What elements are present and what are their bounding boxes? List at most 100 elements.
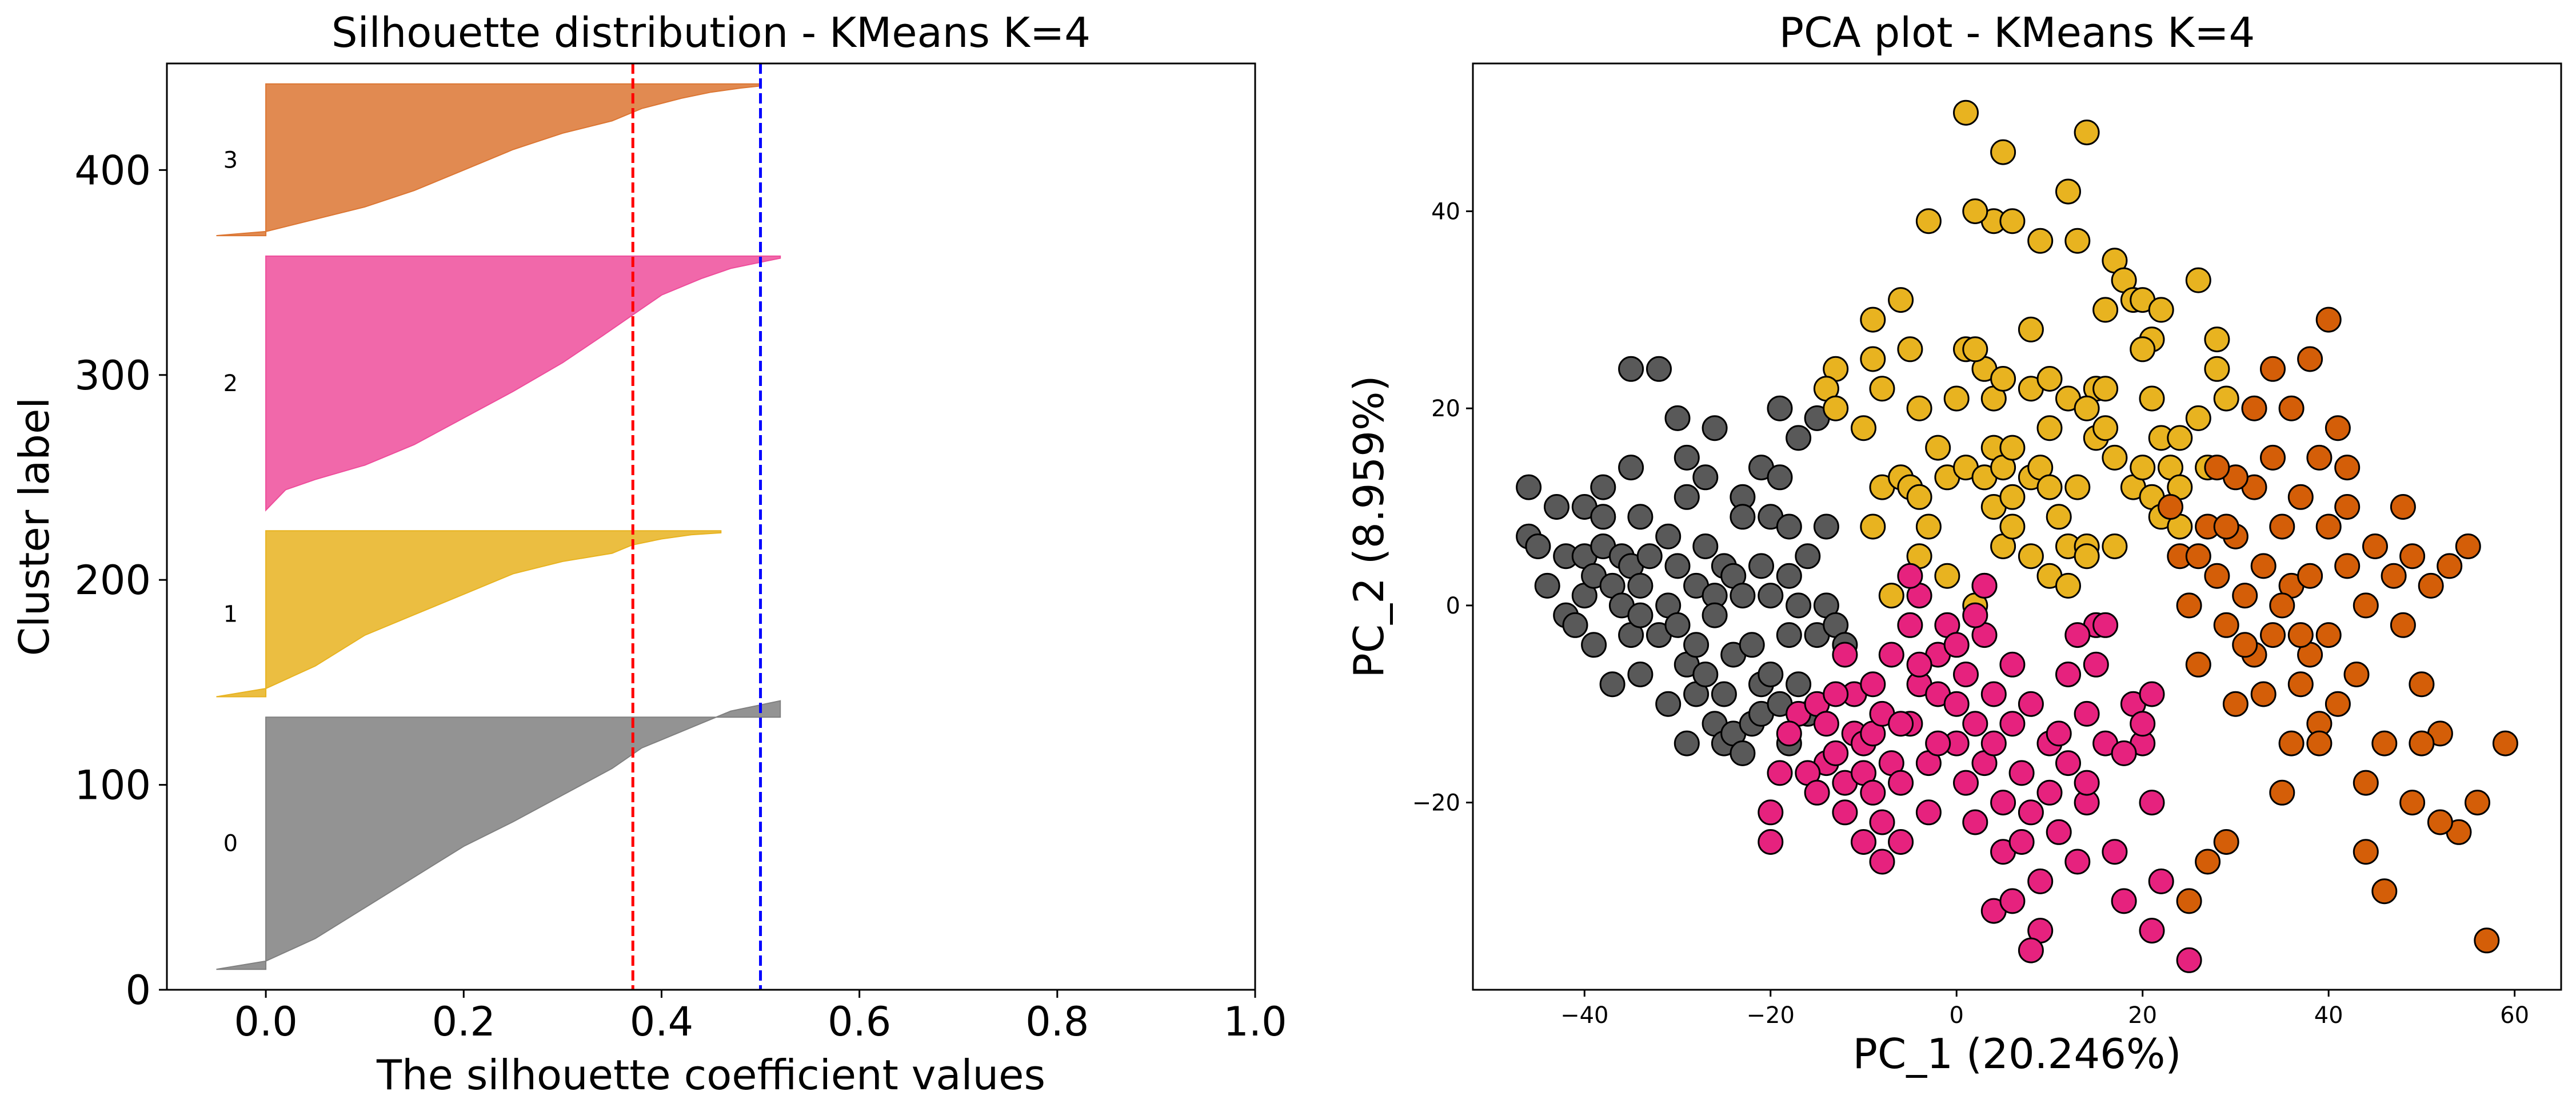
pca-point-cluster-2 (1888, 770, 1914, 796)
pca-panel: −40 −20 0 20 40 60 −20 0 20 40 PCA plot - KMeans… (1345, 9, 2562, 1078)
pca-point-cluster-2 (1832, 799, 1858, 826)
pca-point-cluster-1 (2185, 267, 2211, 293)
pca-point-cluster-3 (2492, 730, 2518, 756)
pca-point-cluster-1 (2018, 316, 2044, 343)
pca-point-cluster-3 (2306, 730, 2333, 756)
pca-point-cluster-2 (2027, 868, 2054, 894)
pca-point-cluster-2 (1869, 849, 1895, 875)
pca-point-cluster-2 (2083, 651, 2109, 678)
silhouette-y-ticks: 0 100 200 300 400 (74, 147, 167, 1014)
pca-point-cluster-2 (1804, 779, 1830, 806)
pca-point-cluster-2 (1878, 642, 1904, 668)
pca-point-cluster-0 (1683, 632, 1710, 658)
pca-point-cluster-0 (1646, 356, 1672, 382)
pca-x-tick-label: −40 (1560, 1002, 1608, 1029)
pca-point-cluster-1 (1962, 198, 1988, 224)
pca-point-cluster-0 (1544, 494, 1569, 520)
pca-point-cluster-1 (2148, 297, 2174, 323)
pca-point-cluster-2 (1832, 642, 1858, 668)
silhouette-axes-frame (166, 62, 1256, 991)
pca-point-cluster-1 (1999, 208, 2026, 234)
pca-point-cluster-1 (1897, 336, 1923, 363)
pca-point-cluster-3 (2306, 444, 2333, 471)
pca-point-cluster-0 (1786, 671, 1812, 698)
pca-point-cluster-3 (2241, 395, 2267, 421)
pca-point-cluster-3 (2325, 691, 2351, 717)
pca-point-cluster-1 (1860, 513, 1886, 540)
pca-point-cluster-1 (2130, 336, 2156, 363)
pca-point-cluster-1 (1953, 99, 1979, 126)
pca-point-cluster-2 (1962, 809, 1988, 835)
pca-point-cluster-0 (1674, 730, 1700, 756)
pca-point-cluster-0 (1627, 504, 1654, 530)
pca-point-cluster-0 (1664, 612, 1691, 638)
pca-point-cluster-0 (1692, 662, 1719, 687)
pca-point-cluster-1 (1915, 208, 1942, 234)
silhouette-cluster-label-2: 2 (223, 371, 238, 397)
pca-point-cluster-2 (1943, 691, 1970, 717)
pca-point-cluster-2 (2046, 819, 2072, 845)
pca-point-cluster-1 (2046, 504, 2072, 530)
pca-point-cluster-2 (1906, 651, 1932, 678)
pca-point-cluster-0 (1581, 632, 1607, 658)
pca-point-cluster-1 (1906, 395, 1932, 421)
pca-point-cluster-1 (2074, 543, 2100, 570)
pca-point-cluster-3 (2371, 730, 2398, 756)
pca-y-tick-label: 20 (1431, 396, 1460, 422)
pca-point-cluster-0 (1534, 572, 1560, 599)
pca-point-cluster-3 (2185, 651, 2211, 678)
silhouette-y-tick-label: 100 (74, 762, 151, 809)
pca-point-cluster-2 (2064, 849, 2091, 875)
pca-point-cluster-2 (2008, 760, 2035, 786)
pca-point-cluster-1 (1860, 346, 1886, 372)
silhouette-y-tick-label: 400 (74, 147, 151, 194)
pca-point-cluster-3 (2325, 415, 2351, 441)
pca-point-cluster-3 (2260, 356, 2286, 382)
pca-point-cluster-3 (2315, 622, 2342, 648)
pca-point-cluster-1 (2092, 376, 2119, 402)
pca-point-cluster-3 (2278, 730, 2305, 756)
pca-point-cluster-3 (2381, 563, 2407, 589)
pca-point-cluster-3 (2260, 622, 2286, 648)
pca-point-cluster-3 (2353, 839, 2379, 865)
pca-point-cluster-1 (2036, 366, 2063, 392)
pca-point-cluster-1 (2204, 356, 2230, 382)
pca-point-cluster-3 (2287, 622, 2314, 648)
pca-point-cluster-2 (1776, 720, 1802, 747)
pca-point-cluster-3 (2185, 543, 2211, 570)
pca-point-cluster-1 (1860, 306, 1886, 333)
pca-point-cluster-2 (1980, 681, 2007, 707)
pca-point-cluster-1 (1878, 583, 1904, 609)
pca-point-cluster-2 (1758, 829, 1784, 855)
pca-point-cluster-0 (1776, 622, 1802, 648)
silhouette-x-tick-label: 0.0 (234, 998, 297, 1045)
silhouette-x-tick-label: 0.4 (630, 998, 693, 1045)
pca-point-cluster-0 (1748, 553, 1774, 579)
pca-x-tick-label: 40 (2314, 1002, 2343, 1029)
pca-point-cluster-0 (1730, 504, 1756, 530)
silhouette-y-tick-label: 0 (125, 967, 151, 1014)
pca-point-cluster-3 (2176, 592, 2202, 619)
silhouette-x-tick-label: 0.2 (432, 998, 496, 1045)
silhouette-title: Silhouette distribution - KMeans K=4 (332, 9, 1091, 57)
pca-point-cluster-2 (2148, 868, 2174, 894)
pca-point-cluster-2 (2092, 612, 2119, 638)
pca-point-cluster-3 (2334, 494, 2361, 520)
pca-point-cluster-1 (2130, 455, 2156, 481)
pca-point-cluster-1 (1925, 435, 1951, 461)
pca-point-cluster-2 (2036, 779, 2063, 806)
pca-point-cluster-0 (1627, 602, 1654, 628)
pca-point-cluster-3 (2390, 612, 2416, 638)
pca-point-cluster-0 (1758, 662, 1784, 687)
pca-point-cluster-3 (2399, 790, 2426, 816)
pca-x-axis-label: PC_1 (20.246%) (1853, 1030, 2182, 1078)
pca-point-cluster-1 (2055, 572, 2081, 599)
pca-point-cluster-1 (2092, 297, 2119, 323)
pca-point-cluster-2 (2018, 937, 2044, 963)
pca-point-cluster-0 (1627, 662, 1654, 687)
pca-point-cluster-0 (1767, 464, 1793, 491)
pca-point-cluster-0 (1674, 484, 1700, 510)
pca-point-cluster-2 (2176, 947, 2202, 973)
pca-point-cluster-1 (2018, 543, 2044, 570)
